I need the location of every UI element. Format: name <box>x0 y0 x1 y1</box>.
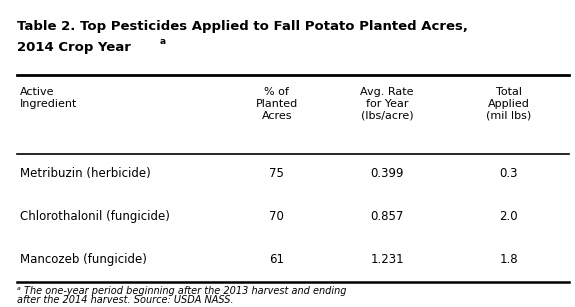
Text: Total
Applied
(mil lbs): Total Applied (mil lbs) <box>486 87 531 121</box>
Text: Active
Ingredient: Active Ingredient <box>20 87 78 109</box>
Text: 1.8: 1.8 <box>499 253 518 266</box>
Text: ᵃ The one-year period beginning after the 2013 harvest and ending: ᵃ The one-year period beginning after th… <box>17 286 347 296</box>
Text: 1.231: 1.231 <box>370 253 404 266</box>
Text: 75: 75 <box>269 167 284 180</box>
Text: Chlorothalonil (fungicide): Chlorothalonil (fungicide) <box>20 210 170 223</box>
Text: after the 2014 harvest. Source: USDA NASS.: after the 2014 harvest. Source: USDA NAS… <box>17 295 234 305</box>
Text: 0.399: 0.399 <box>370 167 404 180</box>
Text: 0.857: 0.857 <box>370 210 404 223</box>
Text: Mancozeb (fungicide): Mancozeb (fungicide) <box>20 253 147 266</box>
Text: Avg. Rate
for Year
(lbs/acre): Avg. Rate for Year (lbs/acre) <box>361 87 414 121</box>
Text: 61: 61 <box>269 253 284 266</box>
Text: a: a <box>159 37 166 46</box>
Text: 2014 Crop Year: 2014 Crop Year <box>17 41 131 54</box>
Text: % of
Planted
Acres: % of Planted Acres <box>255 87 298 121</box>
Text: Metribuzin (herbicide): Metribuzin (herbicide) <box>20 167 151 180</box>
Text: 0.3: 0.3 <box>499 167 518 180</box>
Text: 70: 70 <box>269 210 284 223</box>
Text: 2.0: 2.0 <box>499 210 518 223</box>
Text: Table 2. Top Pesticides Applied to Fall Potato Planted Acres,: Table 2. Top Pesticides Applied to Fall … <box>17 20 468 33</box>
